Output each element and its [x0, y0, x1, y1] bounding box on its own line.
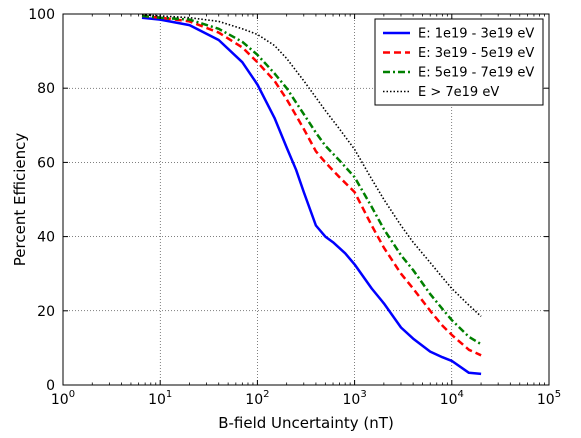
- y-tick-label: 40: [37, 230, 55, 246]
- series-line-3: [141, 14, 482, 346]
- legend: E: 1e19 - 3e19 eV E: 3e19 - 5e19 eV E: 5e1…: [374, 18, 544, 106]
- legend-label-2: E: 3e19 - 5e19 eV: [418, 46, 534, 61]
- plot-frame: [62, 13, 550, 386]
- series-line-2: [141, 14, 482, 357]
- y-tick-label: 100: [28, 7, 55, 23]
- y-tick-label: 60: [37, 155, 55, 171]
- tick-labels: 100 101 102 103 104 105 0 20 40 60 80 100: [28, 7, 561, 408]
- y-tick-label: 0: [46, 378, 55, 394]
- legend-label-4: E > 7e19 eV: [418, 85, 499, 100]
- x-tick-label: 103: [342, 389, 366, 408]
- x-tick-label: 104: [440, 389, 464, 408]
- x-tick-label: 100: [51, 389, 75, 408]
- x-axis-label: B-field Uncertainty (nT): [218, 414, 394, 432]
- x-tick-label: 105: [537, 389, 561, 408]
- series-lines: [141, 13, 482, 376]
- x-tick-label: 101: [148, 389, 172, 408]
- series-line-1: [141, 16, 482, 376]
- legend-label-1: E: 1e19 - 3e19 eV: [418, 27, 534, 42]
- y-tick-label: 80: [37, 81, 55, 97]
- y-axis-label: Percent Efficiency: [11, 133, 29, 267]
- x-tick-label: 102: [245, 389, 269, 408]
- ticks: [62, 13, 550, 386]
- legend-label-3: E: 5e19 - 7e19 eV: [418, 66, 534, 81]
- y-tick-label: 20: [37, 304, 55, 320]
